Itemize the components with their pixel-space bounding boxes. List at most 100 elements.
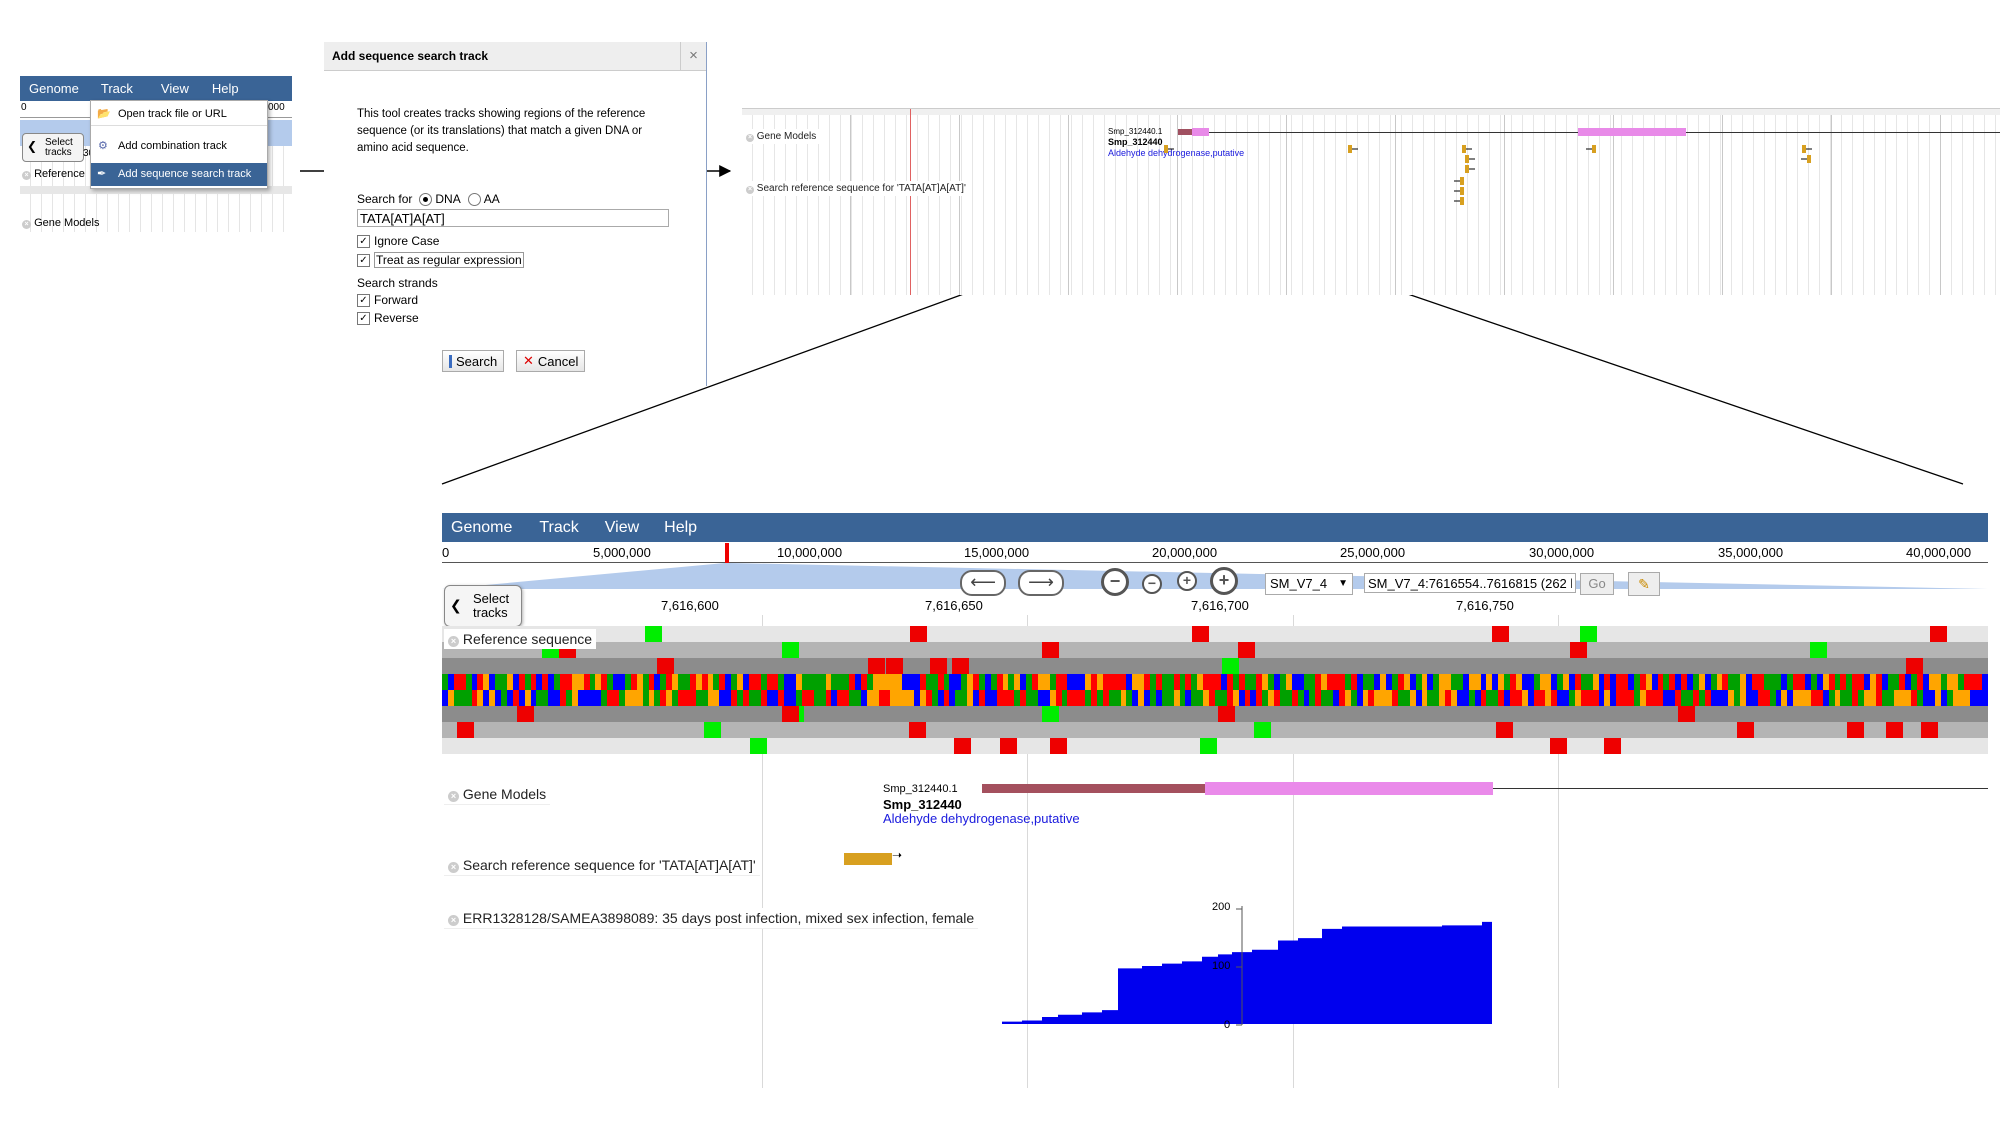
grid-line <box>1558 615 1559 1088</box>
coverage-track-label[interactable]: × ERR1328128/SAMEA3898089: 35 days post … <box>444 908 979 929</box>
base-cell <box>1580 674 1588 690</box>
base-cell <box>459 690 467 706</box>
zoom-in-large-icon[interactable]: + <box>1210 567 1238 595</box>
search-hit-mark[interactable] <box>1460 187 1464 195</box>
base-cell <box>1510 690 1517 706</box>
base-cell <box>754 674 762 690</box>
base-cell <box>501 690 508 706</box>
right-gene-models-label[interactable]: × Gene Models <box>742 129 821 144</box>
base-cell <box>695 674 703 690</box>
reverse-checkbox[interactable]: ✓ <box>357 311 370 325</box>
close-track-icon[interactable]: × <box>22 220 31 229</box>
stop-codon-mark <box>657 658 674 674</box>
stop-codon-mark <box>886 658 903 674</box>
reference-select-value: SM_V7_4 <box>1270 576 1328 591</box>
pan-left-button[interactable]: ⟵ <box>960 570 1006 596</box>
base-cell <box>1032 690 1039 706</box>
search-hit-mark[interactable] <box>1164 145 1168 153</box>
base-cell <box>1333 690 1340 706</box>
go-button[interactable]: Go <box>1580 573 1614 595</box>
base-cell <box>1338 674 1346 690</box>
close-track-icon[interactable]: × <box>448 791 459 802</box>
base-cell <box>548 690 555 706</box>
overview-location-marker[interactable] <box>725 543 729 563</box>
stop-codon-mark <box>1238 642 1255 658</box>
base-cell <box>1256 674 1263 690</box>
close-track-icon[interactable]: × <box>22 171 31 180</box>
menu-help[interactable]: Help <box>211 81 239 96</box>
base-cell <box>931 674 939 690</box>
select-tracks-button[interactable]: ❮ Select tracks <box>444 585 522 627</box>
search-query-input[interactable] <box>357 209 669 227</box>
close-track-icon[interactable]: × <box>746 134 754 142</box>
search-hit-mark[interactable] <box>1807 155 1811 163</box>
search-hit-mark[interactable] <box>1462 145 1466 153</box>
dna-radio[interactable] <box>419 192 433 206</box>
close-track-icon[interactable]: × <box>448 915 459 926</box>
close-track-icon[interactable]: × <box>448 862 459 873</box>
close-track-icon[interactable]: × <box>448 636 459 647</box>
base-cell <box>512 674 520 690</box>
base-cell <box>967 690 974 706</box>
base-cell <box>1055 674 1063 690</box>
base-cell <box>1456 674 1464 690</box>
dialog-close-button[interactable]: × <box>680 42 706 70</box>
regex-checkbox[interactable]: ✓ <box>357 253 370 267</box>
zoom-out-small-icon[interactable]: − <box>1142 574 1162 594</box>
search-button[interactable]: Search <box>442 350 505 372</box>
reference-sequence-label[interactable]: × Reference sequence <box>444 629 597 649</box>
zoom-out-large-icon[interactable]: − <box>1101 568 1129 596</box>
base-cell <box>1746 690 1753 706</box>
highlight-pencil-icon[interactable]: ✎ <box>1628 572 1660 596</box>
search-hit-feature[interactable] <box>844 853 892 865</box>
right-search-track-label[interactable]: × Search reference sequence for 'TATA[AT… <box>742 181 970 196</box>
search-hit-mark[interactable] <box>1460 177 1464 185</box>
menu-genome[interactable]: Genome <box>451 518 513 536</box>
base-cell <box>1037 690 1045 706</box>
small-select-tracks-button[interactable]: ❮ Select tracks <box>22 133 84 162</box>
search-hit-mark[interactable] <box>1348 145 1352 153</box>
base-cell <box>742 674 750 690</box>
pan-right-button[interactable]: ⟶ <box>1018 570 1064 596</box>
search-hit-mark[interactable] <box>1592 145 1596 153</box>
base-cell <box>1787 674 1794 690</box>
stop-codon-mark <box>1604 738 1621 754</box>
search-hit-mark[interactable] <box>1460 197 1464 205</box>
zoom-in-small-icon[interactable]: + <box>1177 571 1197 591</box>
forward-checkbox[interactable]: ✓ <box>357 293 370 307</box>
aa-radio[interactable] <box>467 192 481 206</box>
base-cell <box>1846 674 1853 690</box>
ignore-case-checkbox[interactable]: ✓ <box>357 234 370 248</box>
base-cell <box>642 690 650 706</box>
menu-help[interactable]: Help <box>664 518 698 536</box>
gene-models-label[interactable]: × Gene Models <box>444 784 551 805</box>
menu-track[interactable]: Track <box>539 518 579 536</box>
menu-item-sequence-search-track[interactable]: ✒ Add sequence search track <box>91 163 267 186</box>
base-cell <box>1982 690 1988 706</box>
base-cell <box>689 674 697 690</box>
cancel-button[interactable]: ✕ Cancel <box>516 350 586 372</box>
base-cell <box>683 674 691 690</box>
small-gene-models-label[interactable]: × Gene Models <box>22 217 100 229</box>
base-cell <box>1622 674 1629 690</box>
search-hit-mark[interactable] <box>1465 165 1469 173</box>
location-input[interactable] <box>1364 573 1576 593</box>
menu-view[interactable]: View <box>604 518 640 536</box>
small-reference-label[interactable]: × Reference <box>22 168 85 180</box>
menu-item-open-track[interactable]: 📂 Open track file or URL <box>91 103 267 126</box>
search-hit-mark[interactable] <box>1802 145 1806 153</box>
overview-tick-label: 15,000,000 <box>964 545 1030 560</box>
close-track-icon[interactable]: × <box>746 186 754 194</box>
reference-sequence-select[interactable]: SM_V7_4 ▼ <box>1265 573 1353 595</box>
menu-item-combination-track[interactable]: ⚙ Add combination track <box>91 135 267 157</box>
menu-view[interactable]: View <box>160 81 189 96</box>
menu-genome[interactable]: Genome <box>29 81 79 96</box>
search-track-label[interactable]: × Search reference sequence for 'TATA[AT… <box>444 855 760 876</box>
add-sequence-search-dialog: Add sequence search track × This tool cr… <box>324 42 707 386</box>
menu-track[interactable]: Track <box>100 81 133 96</box>
search-hit-mark[interactable] <box>1465 155 1469 163</box>
base-cell <box>1692 674 1700 690</box>
base-cell <box>483 674 490 690</box>
base-cell <box>825 690 832 706</box>
base-cell <box>1138 690 1145 706</box>
